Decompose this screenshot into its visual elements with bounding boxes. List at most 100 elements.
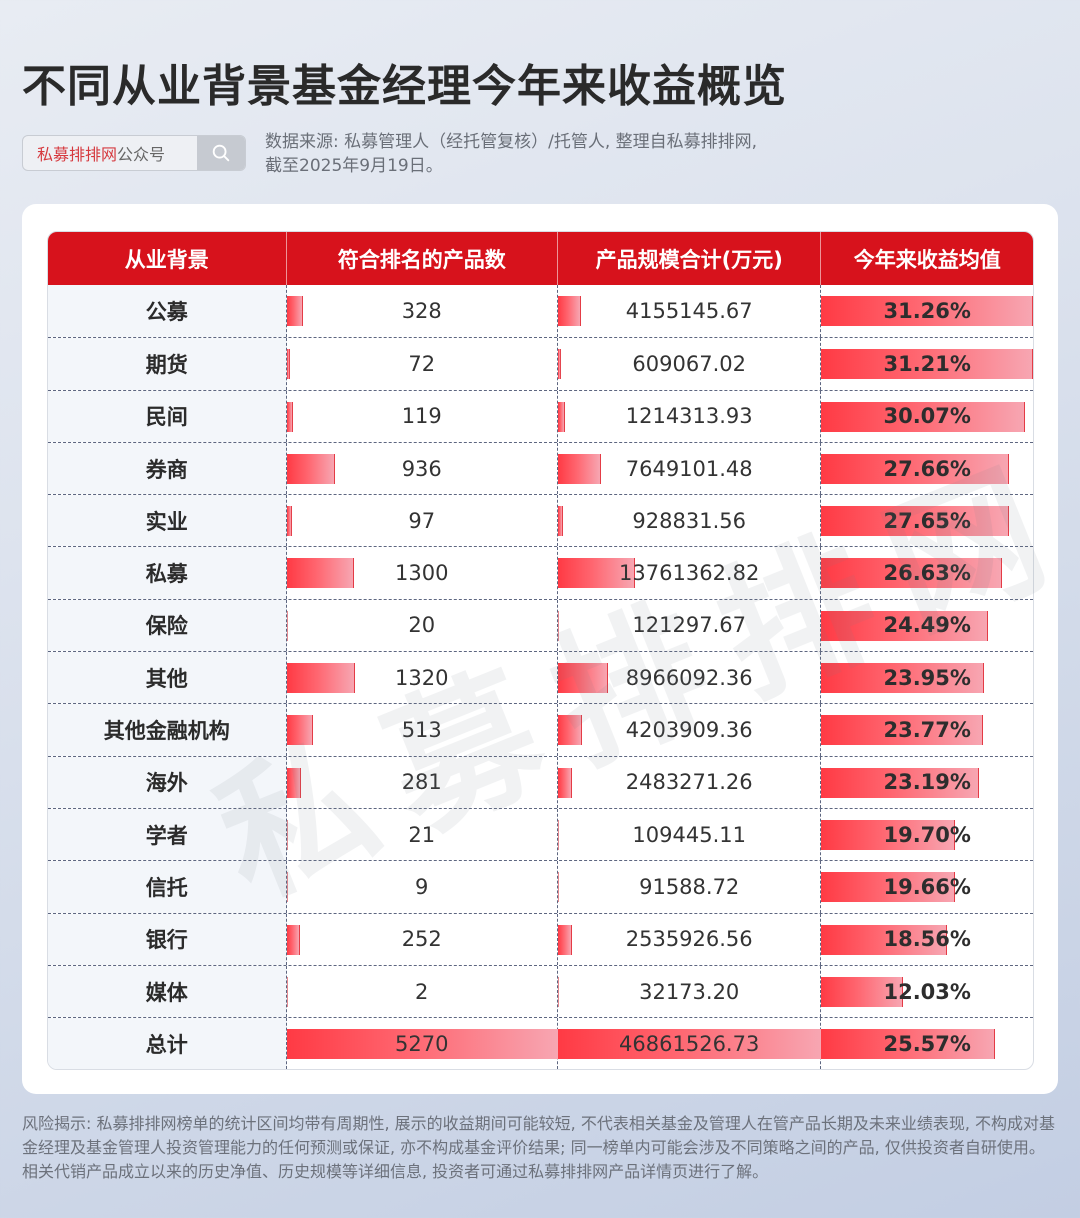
- cell-count: 97: [286, 495, 558, 547]
- column-header-background: 从业背景: [48, 232, 287, 285]
- cell-count: 21: [286, 808, 558, 861]
- cell-count-value: 5270: [395, 1031, 449, 1056]
- cell-count: 5270: [286, 1018, 559, 1070]
- cell-scale: 32173.20: [557, 965, 822, 1018]
- cell-background-value: 其他: [145, 666, 188, 691]
- cell-count: 20: [286, 599, 558, 652]
- cell-background: 信托: [48, 861, 287, 913]
- data-bar: [286, 872, 289, 903]
- data-bar: [821, 1029, 995, 1060]
- cell-background-value: 保险: [145, 614, 188, 639]
- cell-background: 保险: [48, 599, 287, 652]
- cell-count-value: 21: [408, 822, 436, 847]
- cell-return-value: 31.21%: [883, 351, 971, 376]
- cell-background: 其他金融机构: [48, 704, 287, 756]
- cell-return: 24.49%: [821, 600, 1033, 651]
- cell-background: 学者: [48, 808, 287, 861]
- cell-count: 281: [286, 756, 558, 808]
- cell-return-value: 30.07%: [883, 404, 971, 429]
- cell-count: 936: [286, 442, 558, 495]
- cell-background-value: 总计: [145, 1032, 188, 1057]
- cell-count: 513: [286, 704, 558, 756]
- table-row: 期货 72 609067.02 31.21%: [48, 337, 1033, 390]
- cell-return-value: 12.03%: [883, 979, 971, 1004]
- cell-scale: 13761362.82: [557, 547, 822, 599]
- cell-return: 25.57%: [821, 1018, 1033, 1069]
- cell-count-value: 936: [401, 456, 442, 481]
- table-row: 信托 9 91588.72 19.66%: [48, 860, 1033, 913]
- cell-scale: 91588.72: [557, 861, 822, 913]
- data-bar: [821, 767, 979, 798]
- table-row: 私募 1300 13761362.82 26.63%: [48, 546, 1033, 599]
- data-bar: [557, 610, 560, 641]
- cell-count-value: 328: [401, 299, 442, 324]
- wechat-search-box[interactable]: 私募排排网 公众号: [22, 135, 246, 171]
- data-bar: [286, 924, 300, 955]
- table-row: 其他金融机构 513 4203909.36 23.77%: [48, 703, 1033, 756]
- cell-count: 2: [286, 965, 558, 1018]
- source-line-2: 截至2025年9月19日。: [265, 156, 443, 176]
- data-bar: [821, 401, 1026, 432]
- cell-return: 18.56%: [821, 914, 1033, 965]
- data-bar: [286, 767, 302, 798]
- cell-count-value: 281: [401, 770, 442, 795]
- cell-background: 实业: [48, 495, 287, 547]
- data-bar: [286, 715, 313, 746]
- table-row: 学者 21 109445.11 19.70%: [48, 807, 1033, 861]
- cell-return: 23.77%: [821, 704, 1033, 755]
- cell-scale: 928831.56: [557, 495, 822, 547]
- cell-scale-value: 2535926.56: [625, 927, 753, 952]
- cell-background: 公募: [48, 285, 287, 338]
- table-row: 公募 328 4155145.67 31.26%: [48, 285, 1033, 338]
- data-bar: [557, 819, 560, 850]
- cell-scale: 1214313.93: [557, 390, 822, 442]
- cell-scale-value: 2483271.26: [625, 770, 753, 795]
- cell-scale: 7649101.48: [557, 442, 822, 495]
- table-row: 实业 97 928831.56 27.65%: [48, 494, 1033, 547]
- cell-background-value: 信托: [145, 875, 188, 900]
- cell-scale-value: 121297.67: [632, 613, 746, 638]
- cell-return-value: 27.65%: [883, 508, 971, 533]
- cell-return: 26.63%: [821, 547, 1033, 598]
- data-bar: [821, 872, 955, 903]
- cell-background-value: 其他金融机构: [103, 719, 230, 744]
- data-bar: [821, 349, 1033, 380]
- data-bar: [557, 296, 582, 326]
- cell-count: 328: [286, 285, 558, 338]
- cell-count-value: 97: [408, 508, 436, 533]
- cell-background-value: 期货: [145, 352, 188, 377]
- cell-scale-value: 1214313.93: [625, 404, 753, 429]
- cell-background-value: 民间: [145, 405, 188, 430]
- data-bar: [557, 976, 560, 1007]
- cell-scale: 4155145.67: [557, 285, 822, 338]
- table-row: 保险 20 121297.67 24.49%: [48, 598, 1033, 652]
- cell-scale: 609067.02: [557, 338, 822, 390]
- cell-return-value: 26.63%: [883, 561, 971, 586]
- cell-background: 期货: [48, 338, 287, 390]
- table-row: 银行 252 2535926.56 18.56%: [48, 912, 1033, 965]
- search-button[interactable]: [197, 136, 245, 170]
- cell-return-value: 25.57%: [883, 1031, 971, 1056]
- cell-scale-value: 928831.56: [632, 508, 746, 533]
- cell-return-value: 23.77%: [883, 718, 971, 743]
- cell-count-value: 252: [401, 927, 442, 952]
- data-source-note: 数据来源: 私募管理人（经托管复核）/托管人, 整理自私募排排网, 截至2025…: [265, 130, 885, 178]
- search-text: 私募排排网 公众号: [23, 136, 197, 170]
- page-title: 不同从业背景基金经理今年来收益概览: [22, 61, 787, 112]
- data-bar: [286, 819, 289, 850]
- cell-return-value: 24.49%: [883, 613, 971, 638]
- cell-scale: 2483271.26: [557, 756, 822, 808]
- cell-count: 9: [286, 861, 558, 913]
- cell-background: 其他: [48, 652, 287, 704]
- data-bar: [557, 558, 636, 589]
- cell-count-value: 119: [401, 404, 442, 429]
- cell-count: 1320: [286, 652, 558, 704]
- data-bar: [286, 976, 289, 1007]
- cell-scale-value: 8966092.36: [625, 665, 753, 690]
- risk-disclaimer: 风险揭示: 私募排排网榜单的统计区间均带有周期性, 展示的收益期间可能较短, 不…: [22, 1114, 1055, 1181]
- data-bar: [286, 610, 289, 641]
- cell-return: 27.66%: [821, 443, 1033, 494]
- data-bar: [821, 924, 948, 955]
- cell-scale: 121297.67: [557, 599, 822, 652]
- data-bar: [821, 296, 1033, 326]
